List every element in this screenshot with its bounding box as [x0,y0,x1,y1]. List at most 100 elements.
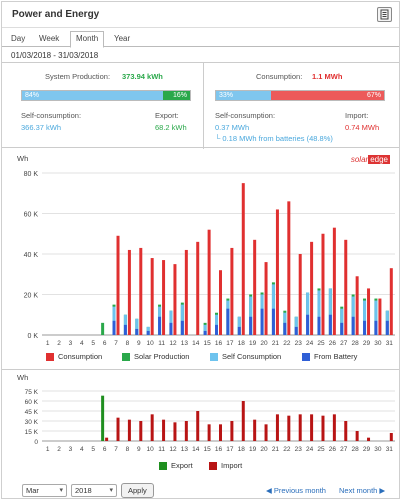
legend-self: Self Consumption [210,352,281,361]
x-tick-label: 27 [340,446,348,453]
bar-import [310,414,314,441]
x-tick-label: 29 [363,446,371,453]
energy-bar-chart: Wh0 K20 K40 K60 K80 K1 2 3 4 5 6 7 8 9 10 11 12 13 14… [17,154,395,347]
y-tick-label: 80 K [24,171,39,178]
legend-export: Export [159,461,193,470]
x-tick-label: 30 [374,340,382,347]
bar-self-consumption [374,300,378,335]
summary-panel: System Production: 373.94 kWh 84% 16% Se… [2,62,399,149]
production-value: 373.94 kWh [122,72,163,81]
bar-self-consumption [317,290,321,335]
x-tick-label: 11 [158,446,165,453]
x-tick-label: 20 [260,446,268,453]
bar-from-battery [237,326,241,335]
x-tick-label: 18 [238,446,246,453]
month-select[interactable]: Mar ▾ [22,484,67,497]
widget-title: Power and Energy [12,9,100,20]
bar-consumption [253,239,257,335]
year-select[interactable]: 2018 ▾ [71,484,117,497]
bar-consumption [298,254,302,335]
bar-import [162,419,166,441]
x-tick-label: 10 [147,446,155,453]
bar-from-battery [260,308,264,335]
bar-consumption [264,262,268,335]
y-tick-label: 0 [34,439,38,446]
bar-import [275,414,279,441]
bar-from-battery [226,308,230,335]
x-tick-label: 4 [80,340,84,347]
bar-self-consumption [328,288,332,335]
x-tick-label: 8 [126,446,130,453]
bar-import [139,421,143,441]
x-tick-label: 6 [103,446,107,453]
x-tick-label: 22 [283,446,291,453]
x-tick-label: 28 [352,340,360,347]
legend-battery: From Battery [302,352,357,361]
bar-consumption [287,201,291,335]
x-tick-label: 25 [317,446,325,453]
bar-consumption [355,276,359,335]
tab-month[interactable]: Month [70,31,105,48]
bar-from-battery [203,330,207,335]
consumption-label: Consumption: [256,72,303,81]
x-tick-label: 12 [169,446,177,453]
footer-controls: Mar ▾ 2018 ▾ Apply ◀ Previous month Next m… [2,480,399,500]
x-tick-label: 1 [46,340,50,347]
x-tick-label: 29 [363,340,371,347]
bar-consumption [219,270,222,335]
x-tick-label: 24 [306,340,314,347]
consumption-import-label: Import: [345,111,369,120]
widget-menu-icon[interactable] [377,7,392,22]
tab-year[interactable]: Year [114,34,131,43]
bar-import [344,421,348,441]
bar-consumption [367,288,371,335]
bar-from-battery [158,316,162,335]
bar-from-battery [215,324,218,335]
x-tick-label: 15 [203,446,211,453]
chevron-down-icon: ▾ [109,487,113,494]
x-tick-label: 3 [69,446,73,453]
x-tick-label: 28 [352,446,360,453]
next-month-link[interactable]: Next month ▶ [339,486,386,495]
x-tick-label: 31 [386,340,394,347]
bar-consumption [150,258,154,335]
consumption-import-value: 0.74 MWh [345,123,380,132]
bar-self-consumption [237,316,241,335]
legend-swatch-solar [122,352,130,361]
x-tick-label: 26 [329,446,337,453]
x-tick-label: 23 [295,446,303,453]
bar-consumption [230,247,234,335]
bar-consumption [139,247,143,335]
consumption-self-label: Self-consumption: [215,111,276,120]
bar-from-battery [317,316,321,335]
bar-import [219,424,222,441]
bar-from-battery [180,320,184,335]
bar-consumption [275,209,279,335]
tab-week[interactable]: Week [39,34,60,43]
bar-consumption [344,239,348,335]
bar-self-consumption [306,292,310,335]
legend-label-import: Import [221,461,243,470]
bar-self-consumption [351,296,355,335]
bar-from-battery [135,328,139,335]
bar-consumption [127,249,131,335]
legend-label-export: Export [171,461,193,470]
bar-self-consumption [340,308,344,335]
x-tick-label: 9 [137,446,141,453]
apply-button[interactable]: Apply [121,483,154,498]
tab-day[interactable]: Day [11,34,26,43]
legend-swatch-import [209,461,217,470]
legend-label-solar: Solar Production [134,352,190,361]
bar-from-battery [374,320,378,335]
legend-swatch-battery [302,352,310,361]
bar-consumption [196,241,200,335]
production-self-value: 366.37 kWh [21,123,62,132]
legend-label-consumption: Consumption [58,352,103,361]
x-tick-label: 26 [329,340,337,347]
bar-from-battery [294,326,298,335]
previous-month-link[interactable]: ◀ Previous month [266,486,326,495]
bar-self-consumption [135,318,139,335]
bar-self-consumption [294,316,298,335]
bar-solar-production [101,322,105,335]
period-tabs: Day Week Month Year [2,29,399,48]
